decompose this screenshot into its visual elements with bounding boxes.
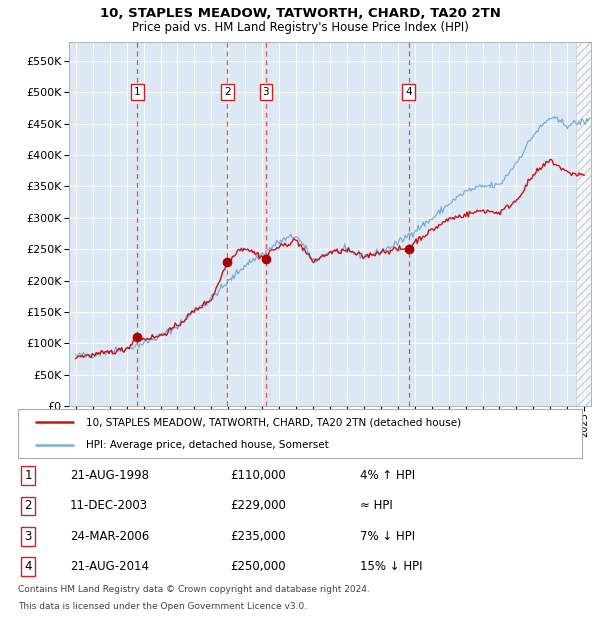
Text: 11-DEC-2003: 11-DEC-2003 bbox=[70, 500, 148, 513]
Text: Price paid vs. HM Land Registry's House Price Index (HPI): Price paid vs. HM Land Registry's House … bbox=[131, 21, 469, 34]
Text: 1: 1 bbox=[134, 87, 141, 97]
Text: 10, STAPLES MEADOW, TATWORTH, CHARD, TA20 2TN: 10, STAPLES MEADOW, TATWORTH, CHARD, TA2… bbox=[100, 7, 500, 20]
Text: 10, STAPLES MEADOW, TATWORTH, CHARD, TA20 2TN (detached house): 10, STAPLES MEADOW, TATWORTH, CHARD, TA2… bbox=[86, 417, 461, 427]
Text: ≈ HPI: ≈ HPI bbox=[360, 500, 393, 513]
Text: £229,000: £229,000 bbox=[230, 500, 286, 513]
Text: 21-AUG-1998: 21-AUG-1998 bbox=[70, 469, 149, 482]
Text: £250,000: £250,000 bbox=[230, 560, 286, 573]
Text: 3: 3 bbox=[263, 87, 269, 97]
Text: 1: 1 bbox=[24, 469, 32, 482]
Text: 3: 3 bbox=[25, 529, 32, 542]
Text: This data is licensed under the Open Government Licence v3.0.: This data is licensed under the Open Gov… bbox=[18, 602, 307, 611]
Text: 21-AUG-2014: 21-AUG-2014 bbox=[70, 560, 149, 573]
Text: Contains HM Land Registry data © Crown copyright and database right 2024.: Contains HM Land Registry data © Crown c… bbox=[18, 585, 370, 594]
FancyBboxPatch shape bbox=[18, 409, 582, 458]
Text: HPI: Average price, detached house, Somerset: HPI: Average price, detached house, Some… bbox=[86, 440, 328, 450]
Text: £235,000: £235,000 bbox=[230, 529, 286, 542]
Text: 15% ↓ HPI: 15% ↓ HPI bbox=[360, 560, 422, 573]
Text: 4: 4 bbox=[406, 87, 412, 97]
Text: 4: 4 bbox=[24, 560, 32, 573]
Text: 7% ↓ HPI: 7% ↓ HPI bbox=[360, 529, 415, 542]
Bar bbox=[576, 42, 591, 406]
Text: 2: 2 bbox=[224, 87, 230, 97]
Text: 2: 2 bbox=[24, 500, 32, 513]
Text: 4% ↑ HPI: 4% ↑ HPI bbox=[360, 469, 415, 482]
Text: 24-MAR-2006: 24-MAR-2006 bbox=[70, 529, 149, 542]
Text: £110,000: £110,000 bbox=[230, 469, 286, 482]
